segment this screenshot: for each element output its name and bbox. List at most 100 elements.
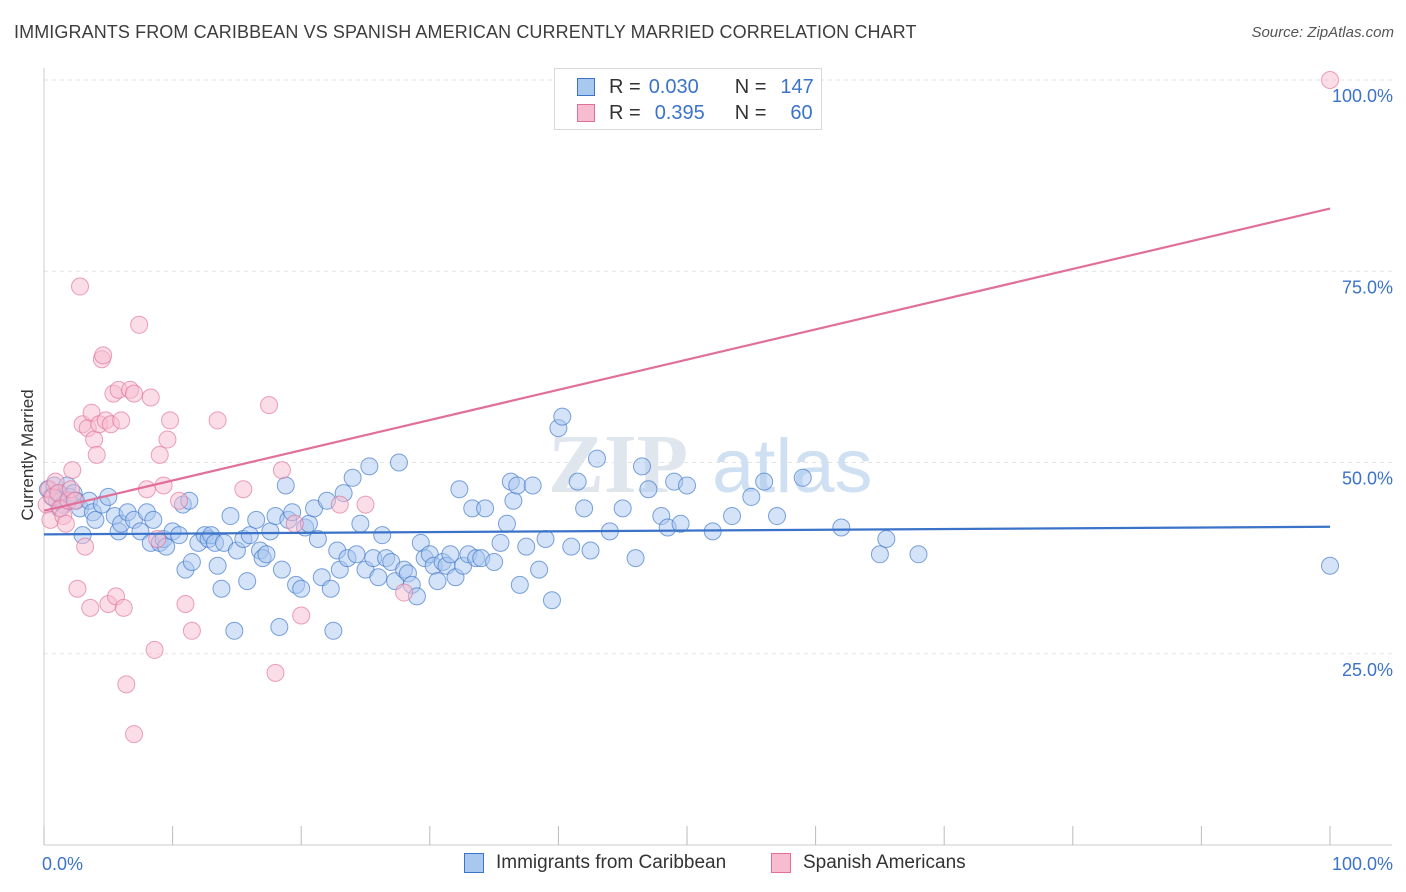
data-point-spanish: [63, 461, 82, 480]
data-point-caribbean: [324, 621, 343, 640]
data-point-spanish: [170, 491, 189, 510]
legend-n-value: 60: [790, 101, 813, 124]
data-point-caribbean: [485, 552, 504, 571]
data-point-spanish: [356, 495, 375, 514]
data-point-caribbean: [517, 537, 536, 556]
data-point-caribbean: [292, 579, 311, 598]
data-point-spanish: [145, 640, 164, 659]
data-point-caribbean: [497, 514, 516, 533]
data-point-caribbean: [270, 617, 289, 636]
data-point-caribbean: [373, 526, 392, 545]
legend-item-spanish: Spanish Americans: [771, 852, 966, 874]
data-point-caribbean: [671, 514, 690, 533]
data-point-caribbean: [553, 407, 572, 426]
legend-n-value: 147: [780, 75, 814, 98]
data-point-caribbean: [343, 468, 362, 487]
x-tick-label: 0.0%: [42, 854, 83, 874]
data-point-caribbean: [257, 545, 276, 564]
data-point-spanish: [176, 595, 195, 614]
data-point-caribbean: [182, 552, 201, 571]
data-point-caribbean: [508, 476, 527, 495]
data-point-caribbean: [530, 560, 549, 579]
data-point-spanish: [182, 621, 201, 640]
tick-labels: 25.0% 50.0% 75.0% 100.0% 0.0% 100.0%: [42, 86, 1393, 874]
data-point-caribbean: [428, 572, 447, 591]
legend-label-spanish: Spanish Americans: [803, 852, 966, 873]
data-point-caribbean: [877, 530, 896, 548]
data-point-caribbean: [793, 468, 812, 487]
data-point-caribbean: [272, 560, 291, 579]
data-point-caribbean: [491, 533, 510, 552]
data-point-caribbean: [562, 537, 581, 556]
legend-n-label: N =: [734, 75, 767, 98]
data-point-caribbean: [308, 530, 327, 548]
data-point-caribbean: [144, 510, 163, 529]
chart-title: IMMIGRANTS FROM CARIBBEAN VS SPANISH AME…: [14, 22, 917, 42]
data-point-caribbean: [581, 541, 600, 560]
data-point-spanish: [76, 537, 95, 556]
watermark-zip: ZIP: [548, 418, 688, 511]
data-point-caribbean: [240, 526, 259, 545]
legend-r-value: 0.030: [648, 75, 699, 98]
data-point-spanish: [56, 514, 75, 533]
data-point-caribbean: [568, 472, 587, 491]
x-tick-label: 100.0%: [1332, 854, 1393, 874]
legend-swatch-pink: [771, 853, 791, 873]
data-point-spanish: [154, 476, 173, 495]
data-point-spanish: [395, 583, 414, 602]
data-point-spanish: [285, 514, 304, 533]
data-point-caribbean: [321, 579, 340, 598]
data-point-spanish: [137, 480, 156, 499]
data-point-spanish: [141, 388, 160, 407]
series-caribbean-points: [38, 407, 1339, 640]
data-point-caribbean: [870, 545, 889, 564]
data-point-spanish: [260, 396, 279, 415]
data-point-spanish: [81, 598, 100, 617]
axes: [43, 68, 1392, 846]
data-point-caribbean: [755, 472, 774, 491]
data-point-caribbean: [131, 522, 150, 541]
data-point-spanish: [71, 277, 90, 296]
source-label: Source: ZipAtlas.com: [1251, 24, 1394, 41]
data-point-spanish: [158, 430, 177, 449]
data-point-caribbean: [208, 556, 227, 575]
data-point-spanish: [117, 675, 136, 694]
data-point-caribbean: [360, 457, 379, 476]
legend-n-label: N =: [734, 101, 767, 124]
data-point-spanish: [292, 606, 311, 625]
trend-line-caribbean: [43, 525, 1331, 536]
data-point-caribbean: [536, 530, 555, 548]
data-point-spanish: [94, 346, 113, 365]
data-point-caribbean: [86, 510, 105, 529]
trend-lines: [43, 207, 1331, 536]
data-point-caribbean: [510, 575, 529, 594]
data-point-caribbean: [639, 480, 658, 499]
legend-swatch-blue: [464, 853, 484, 873]
y-tick-label: 100.0%: [1332, 86, 1393, 106]
data-point-caribbean: [247, 510, 266, 529]
data-point-caribbean: [613, 499, 632, 518]
data-point-caribbean: [450, 480, 469, 499]
data-point-spanish: [1321, 71, 1339, 89]
data-point-caribbean: [238, 572, 257, 591]
legend-row-spanish: R = 0.395 N = 60: [577, 100, 813, 126]
data-point-caribbean: [170, 526, 189, 545]
data-point-caribbean: [261, 522, 280, 541]
correlation-legend: R = 0.030 N = 147 R = 0.395 N = 60: [554, 68, 822, 130]
data-point-caribbean: [212, 579, 231, 598]
y-tick-label: 75.0%: [1342, 277, 1393, 297]
data-point-caribbean: [575, 499, 594, 518]
data-point-caribbean: [678, 476, 696, 495]
data-point-caribbean: [276, 476, 295, 495]
data-point-caribbean: [225, 621, 244, 640]
data-point-spanish: [150, 445, 169, 464]
data-point-caribbean: [504, 491, 523, 510]
data-point-spanish: [266, 663, 285, 682]
data-point-spanish: [114, 598, 133, 617]
legend-swatch-pink: [577, 104, 595, 122]
trend-line-spanish: [43, 207, 1331, 512]
data-point-spanish: [112, 411, 131, 430]
data-point-spanish: [87, 445, 106, 464]
legend-item-caribbean: Immigrants from Caribbean: [464, 852, 726, 874]
data-point-caribbean: [832, 518, 851, 537]
